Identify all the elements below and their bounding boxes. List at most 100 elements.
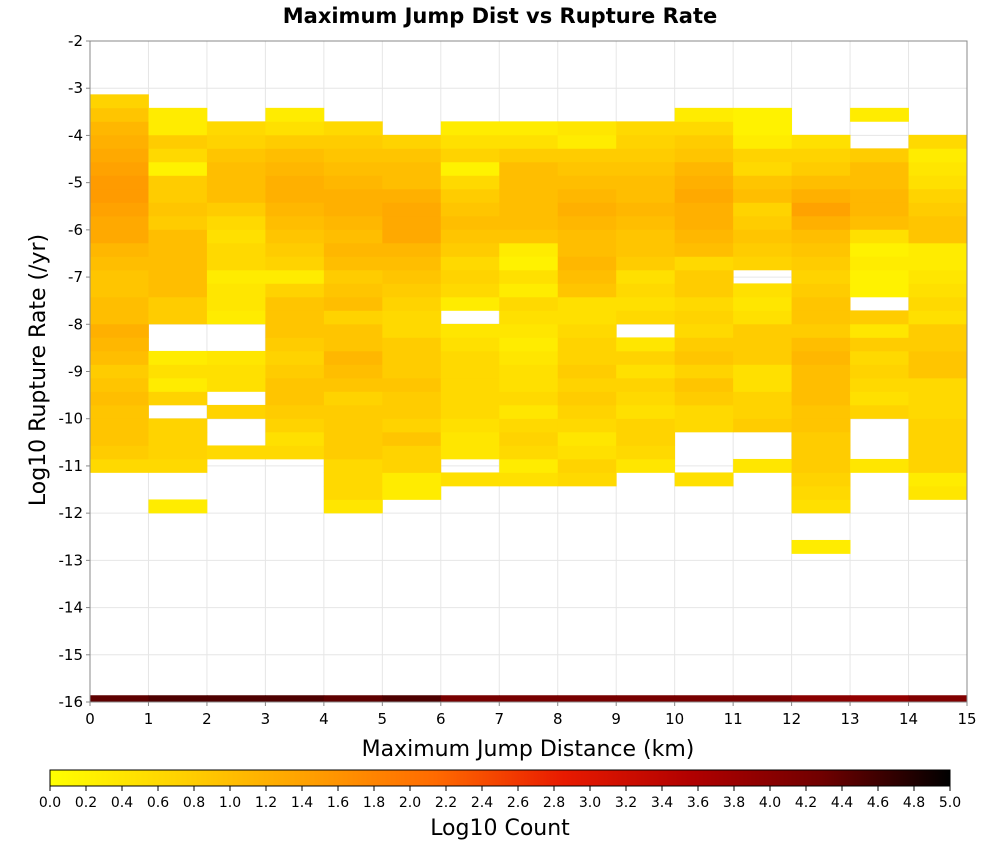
heatmap-cell	[440, 242, 500, 257]
y-tick-label: -15	[59, 646, 84, 664]
heatmap-cell	[791, 539, 851, 554]
heatmap-cell	[148, 256, 208, 271]
heatmap-cell	[323, 256, 383, 271]
heatmap-cell	[733, 229, 792, 244]
x-tick-label: 3	[261, 710, 271, 728]
colorbar-tick-label: 0.2	[75, 795, 97, 811]
heatmap-cell	[499, 269, 559, 284]
heatmap-cell	[382, 242, 442, 257]
heatmap-cell	[674, 364, 734, 379]
heatmap-cell	[206, 269, 266, 284]
heatmap-cell	[850, 148, 909, 163]
heatmap-cell	[323, 121, 383, 136]
heatmap-cell	[148, 431, 208, 446]
heatmap-cell	[90, 269, 149, 284]
heatmap-cell	[206, 350, 266, 365]
heatmap-cell	[733, 148, 792, 163]
heatmap-cell	[440, 134, 500, 149]
heatmap-cell	[850, 404, 909, 419]
heatmap-cell	[557, 418, 617, 433]
heatmap-cell	[440, 161, 500, 176]
heatmap-cell	[148, 134, 208, 149]
heatmap-cell	[791, 472, 851, 487]
heatmap-cell	[382, 188, 442, 203]
heatmap-cell	[850, 161, 909, 176]
heatmap-cell	[206, 161, 266, 176]
heatmap-cell	[382, 350, 442, 365]
heatmap-cell	[90, 404, 149, 419]
heatmap-cell	[791, 458, 851, 473]
heatmap-cell	[733, 175, 792, 190]
heatmap-cell	[440, 175, 500, 190]
heatmap-cell	[323, 445, 383, 460]
x-tick-label: 8	[553, 710, 563, 728]
heatmap-cell	[90, 445, 149, 460]
heatmap-cell	[557, 269, 617, 284]
heatmap-cell	[323, 202, 383, 217]
x-tick-label: 2	[202, 710, 212, 728]
heatmap-cell	[908, 229, 968, 244]
heatmap-cell	[148, 229, 208, 244]
colorbar-tick-label: 2.2	[435, 795, 457, 811]
heatmap-cell	[616, 121, 676, 136]
heatmap-cell	[499, 229, 559, 244]
heatmap-cell	[323, 418, 383, 433]
heatmap-cell	[440, 350, 500, 365]
colorbar-tick-label: 1.2	[255, 795, 277, 811]
heatmap-cell	[908, 350, 968, 365]
heatmap-cell	[265, 323, 325, 338]
heatmap-cell	[323, 242, 383, 257]
heatmap-cell	[323, 472, 383, 487]
colorbar-tick-label: 1.0	[219, 795, 241, 811]
heatmap-cell	[850, 175, 909, 190]
heatmap-cell	[440, 377, 500, 392]
heatmap-cell	[323, 391, 383, 406]
heatmap-cell	[616, 202, 676, 217]
heatmap-cell	[791, 445, 851, 460]
heatmap-cell	[323, 134, 383, 149]
heatmap-cell	[265, 377, 325, 392]
heatmap-cell	[382, 445, 442, 460]
heatmap-cell	[850, 269, 909, 284]
heatmap-cell	[616, 242, 676, 257]
heatmap-cell	[440, 337, 500, 352]
heatmap-cell	[499, 134, 559, 149]
heatmap-cell	[90, 695, 149, 702]
y-tick-label: -5	[68, 174, 83, 192]
heatmap-cell	[382, 323, 442, 338]
heatmap-cell	[733, 391, 792, 406]
heatmap-cell	[206, 377, 266, 392]
heatmap-cell	[499, 256, 559, 271]
heatmap-cell	[323, 296, 383, 311]
heatmap-cell	[499, 337, 559, 352]
colorbar-tick-label: 5.0	[939, 795, 961, 811]
heatmap-cell	[323, 458, 383, 473]
colorbar-tick-label: 1.8	[363, 795, 385, 811]
heatmap-cell	[148, 121, 208, 136]
y-tick-label: -11	[59, 457, 84, 475]
heatmap-cell	[265, 161, 325, 176]
heatmap-cell	[148, 445, 208, 460]
heatmap-cell	[557, 337, 617, 352]
heatmap-cells	[90, 94, 968, 702]
heatmap-cell	[382, 175, 442, 190]
heatmap-cell	[674, 310, 734, 325]
heatmap-cell	[557, 458, 617, 473]
heatmap-cell	[206, 364, 266, 379]
heatmap-cell	[674, 472, 734, 487]
heatmap-cell	[733, 310, 792, 325]
heatmap-cell	[440, 323, 500, 338]
colorbar-tick-label: 4.2	[795, 795, 817, 811]
heatmap-cell	[382, 215, 442, 230]
heatmap-cell	[557, 391, 617, 406]
heatmap-cell	[557, 229, 617, 244]
heatmap-cell	[206, 296, 266, 311]
heatmap-cell	[616, 458, 676, 473]
heatmap-cell	[674, 695, 734, 702]
heatmap-cell	[90, 458, 149, 473]
heatmap-cell	[908, 161, 968, 176]
colorbar-tick-label: 0.6	[147, 795, 169, 811]
heatmap-cell	[850, 337, 909, 352]
x-tick-label: 4	[319, 710, 329, 728]
heatmap-cell	[206, 445, 266, 460]
